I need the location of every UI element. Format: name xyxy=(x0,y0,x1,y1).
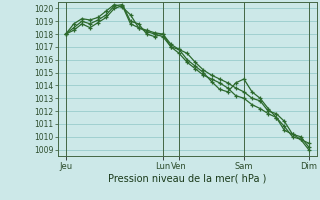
X-axis label: Pression niveau de la mer( hPa ): Pression niveau de la mer( hPa ) xyxy=(108,173,266,183)
